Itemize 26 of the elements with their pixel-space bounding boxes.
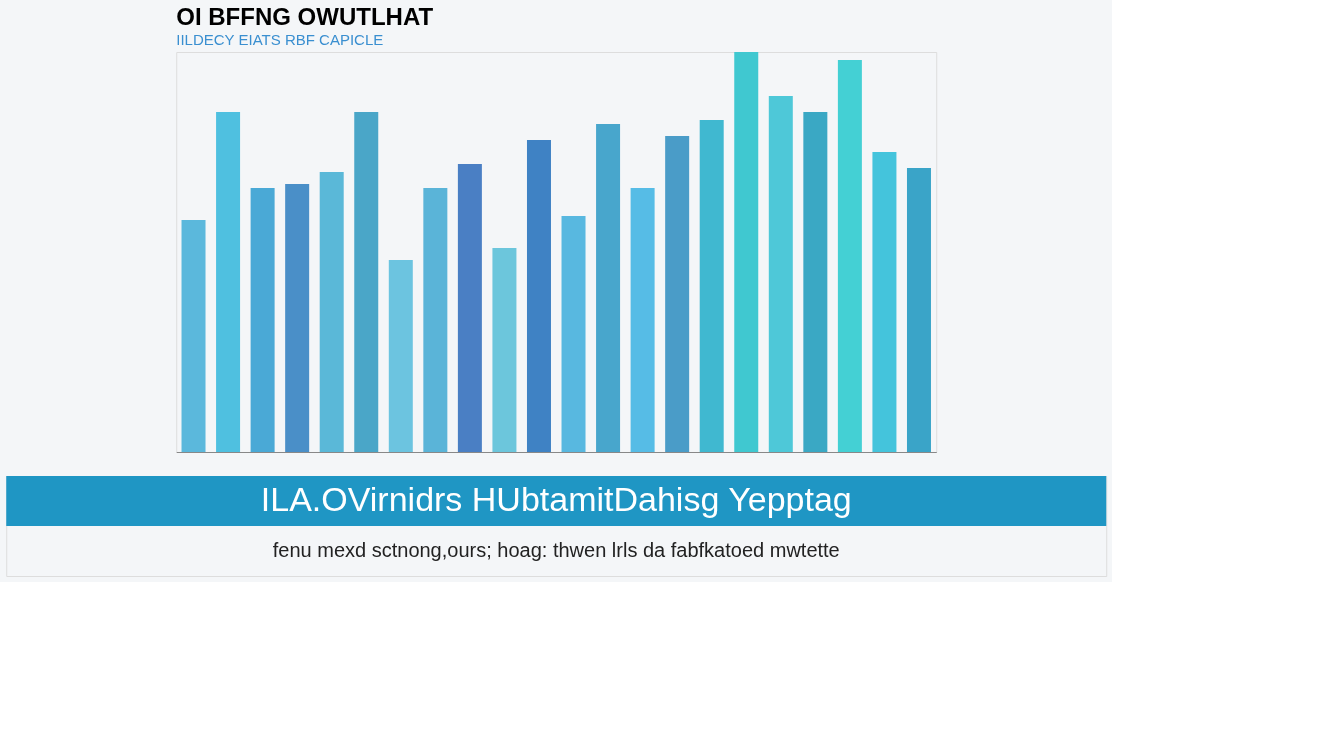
bar bbox=[216, 112, 241, 452]
text: fenu mexd sctnong,ours; hoag: thwen lrls da fabfkatoed mwtette bbox=[272, 539, 840, 561]
bar bbox=[803, 112, 828, 452]
bar bbox=[457, 164, 482, 452]
bar bbox=[665, 136, 690, 452]
chart-title: OI BFFNG OWUTLHAT bbox=[176, 3, 434, 30]
bar bbox=[596, 124, 621, 452]
bar bbox=[872, 152, 897, 452]
bar bbox=[837, 60, 862, 452]
bar bbox=[181, 220, 206, 452]
text: ILA.OVirnidrs HUbtamitDahisg Yepptag bbox=[260, 480, 852, 518]
bar bbox=[319, 172, 344, 452]
bar bbox=[906, 168, 931, 452]
bar bbox=[354, 112, 379, 452]
bar bbox=[285, 184, 310, 452]
bar bbox=[734, 52, 759, 452]
bar bbox=[768, 96, 793, 452]
bar bbox=[250, 188, 275, 452]
bar bbox=[699, 120, 724, 452]
bar bbox=[388, 260, 413, 452]
bar bbox=[561, 216, 586, 452]
bar bbox=[630, 188, 655, 452]
chart-subtitle: IILDECY EIATS RBF CAPICLE bbox=[176, 31, 384, 48]
bar bbox=[423, 188, 448, 452]
bar bbox=[526, 140, 551, 452]
bar bbox=[492, 248, 517, 452]
